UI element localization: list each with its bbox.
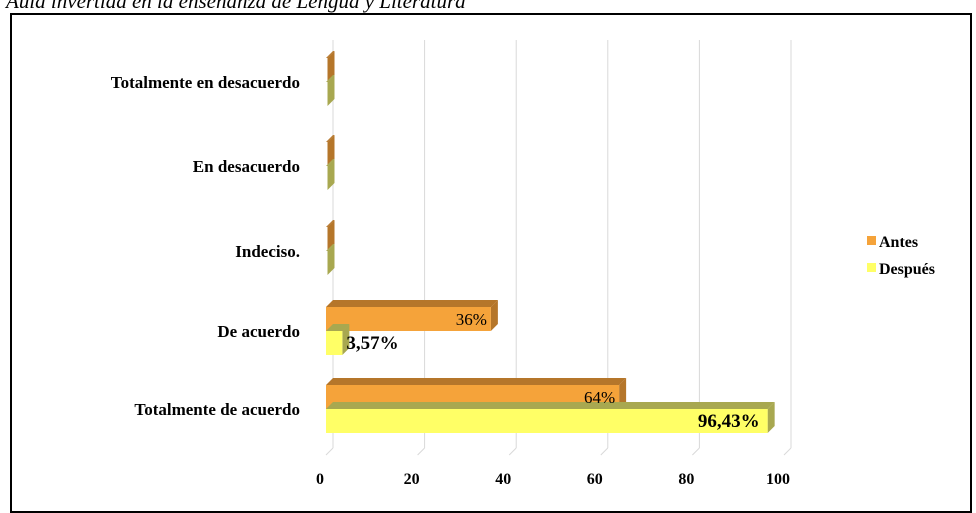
data-label: 64%: [584, 388, 615, 407]
gridline-floor: [325, 447, 334, 456]
category-label: De acuerdo: [217, 322, 300, 341]
legend-label: Después: [879, 261, 935, 278]
bar-top-face: [326, 51, 335, 58]
bar-top-face: [326, 135, 335, 142]
category-label: Totalmente de acuerdo: [134, 400, 300, 419]
bar-antes-3: [326, 307, 491, 331]
x-tick-label: 60: [587, 471, 603, 488]
bar-side-face: [327, 75, 335, 106]
bars: [326, 51, 775, 433]
bar-despus-4: [326, 409, 768, 433]
bar-side-face: [327, 159, 335, 190]
gridline-floor: [417, 447, 425, 456]
bar-top-face: [326, 159, 335, 166]
gridline-floor: [692, 447, 700, 456]
data-labels: 36% 3,57% 64% 96,43%: [346, 310, 759, 432]
x-tick-label: 100: [766, 471, 790, 488]
x-tick-label: 20: [404, 471, 420, 488]
bar-side-face: [342, 324, 350, 355]
bar-top-face: [326, 75, 335, 82]
bar-side-face: [490, 300, 498, 331]
legend: Antes Después: [867, 234, 935, 278]
x-tick-label: 0: [316, 471, 324, 488]
category-label: En desacuerdo: [193, 157, 300, 176]
x-tick-label: 80: [678, 471, 694, 488]
bar-side-face: [327, 220, 335, 251]
data-label: 3,57%: [346, 333, 398, 354]
gridline-floor: [783, 447, 792, 456]
data-label: 96,43%: [698, 411, 760, 432]
figure-caption: Aula invertida en la enseñanza de Lengua…: [6, 0, 466, 13]
bar-top-face: [326, 402, 775, 409]
data-label: 36%: [456, 310, 487, 329]
bar-top-face: [326, 300, 498, 307]
category-labels: Totalmente en desacuerdo En desacuerdo Ind…: [111, 73, 300, 419]
bar-top-face: [326, 244, 335, 251]
category-label: Totalmente en desacuerdo: [111, 73, 300, 92]
legend-swatch: [867, 236, 876, 245]
legend-label: Antes: [879, 234, 918, 251]
gridline-floor: [600, 447, 609, 456]
bar-side-face: [327, 135, 335, 166]
x-tick-label: 40: [495, 471, 511, 488]
legend-swatch: [867, 263, 876, 272]
bar-side-face: [619, 378, 627, 409]
bar-top-face: [326, 220, 335, 227]
x-tick-labels: 0 20 40 60 80 100: [316, 471, 790, 488]
category-label: Indeciso.: [235, 242, 300, 261]
gridline-floor: [508, 447, 517, 456]
bar-side-face: [327, 244, 335, 275]
bar-top-face: [326, 378, 627, 385]
bar-top-face: [326, 324, 350, 331]
bar-side-face: [767, 402, 775, 433]
bar-despus-3: [326, 331, 343, 355]
bar-side-face: [327, 51, 335, 82]
